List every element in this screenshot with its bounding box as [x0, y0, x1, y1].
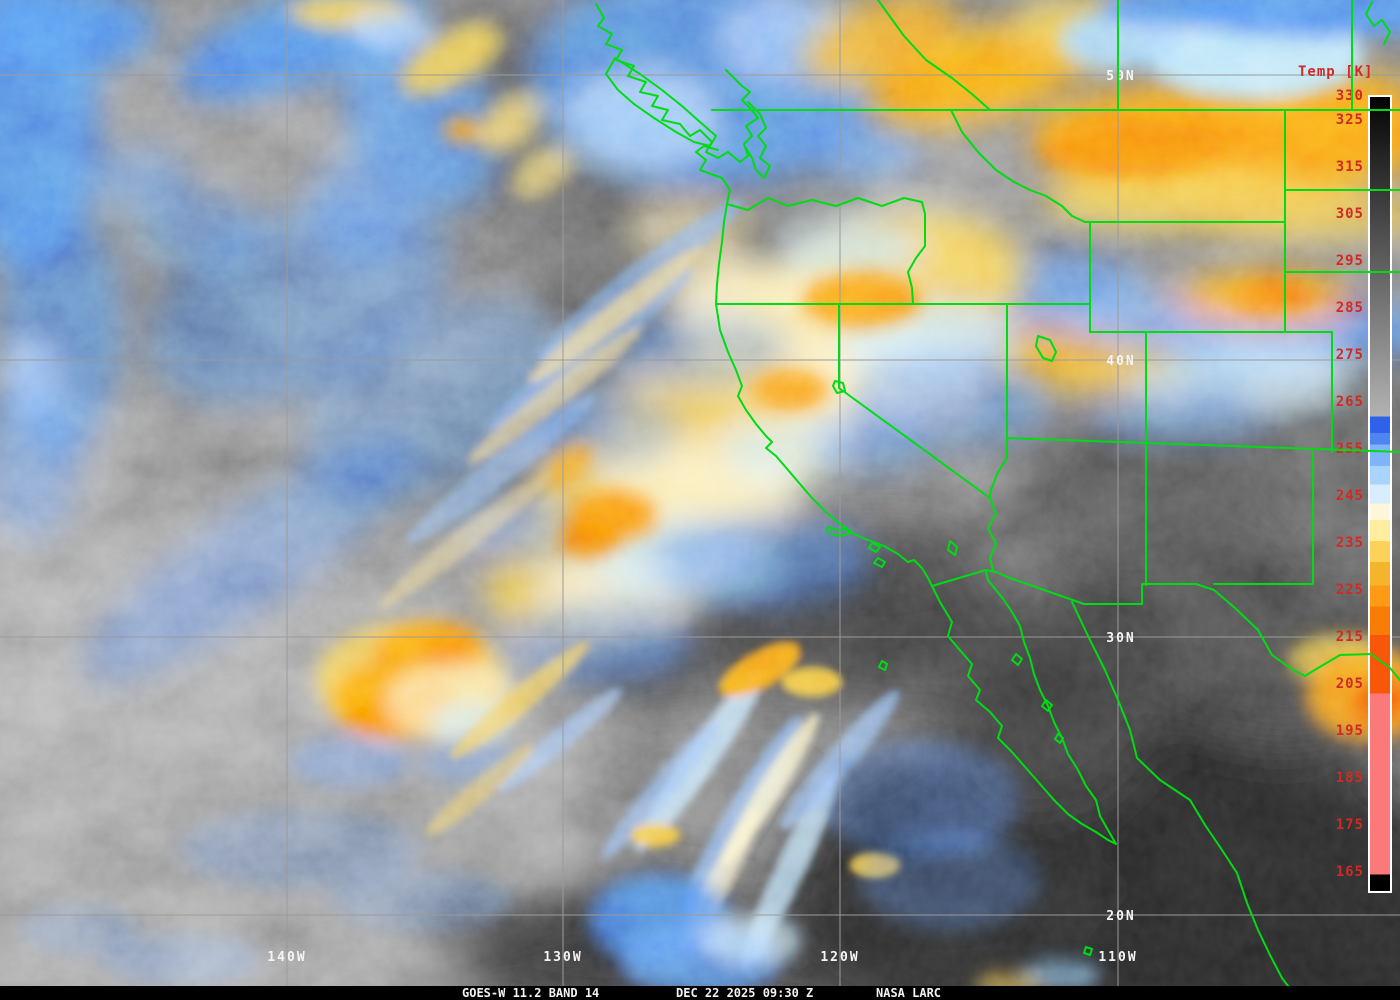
colorbar-tick: 275	[1335, 346, 1364, 363]
colorbar-tick: 285	[1335, 299, 1364, 316]
coastline-british-columbia	[595, 3, 759, 163]
longitude-label-120W: 120W	[820, 950, 859, 965]
border-114w-colorado-river	[987, 303, 1008, 571]
colorbar-tick: 315	[1335, 158, 1364, 175]
border-37n	[1006, 437, 1400, 453]
colorbar-tick: 215	[1335, 628, 1364, 645]
footer-credit: NASA LARC	[876, 986, 942, 1000]
border-saskatchewan-manitoba	[1351, 0, 1391, 111]
colorbar-tick: 245	[1335, 487, 1364, 504]
guadalupe-island	[878, 660, 888, 671]
salton-sea	[947, 540, 958, 556]
lake-tahoe	[832, 380, 846, 394]
longitude-label-130W: 130W	[543, 950, 582, 965]
temperature-colorbar	[1368, 95, 1392, 893]
border-103w-nm-tx	[1213, 451, 1314, 585]
border-us-mexico	[931, 569, 1215, 605]
coastline-mexico-mainland	[1071, 601, 1289, 986]
colorbar-tick: 185	[1335, 769, 1364, 786]
colorbar-tick: 165	[1335, 863, 1364, 880]
gulf-islands	[1011, 653, 1064, 744]
colorbar-tick: 265	[1335, 393, 1364, 410]
colorbar-tick: 195	[1335, 722, 1364, 739]
footer-satellite-band: GOES-W 11.2 BAND 14	[462, 986, 600, 1000]
border-california-nevada	[838, 303, 991, 499]
colorbar-tick: 305	[1335, 205, 1364, 222]
socorro-island	[1083, 946, 1093, 956]
colorbar-tick: 225	[1335, 581, 1364, 598]
colorbar-tick: 255	[1335, 440, 1364, 457]
channel-islands	[825, 526, 886, 568]
colorbar-tick: 325	[1335, 111, 1364, 128]
border-washington-oregon	[726, 197, 926, 305]
coastline-west-coast	[695, 145, 933, 587]
coastline-puget-sound	[745, 101, 771, 179]
footer-datetime: DEC 22 2025 09:30 Z	[676, 986, 814, 1000]
latitude-label-50N: 50N	[1106, 69, 1135, 84]
latitude-label-30N: 30N	[1106, 631, 1135, 646]
colorbar-tick: 175	[1335, 816, 1364, 833]
longitude-label-110W: 110W	[1098, 950, 1137, 965]
coastline-vancouver-island	[605, 57, 717, 147]
border-idaho-montana	[950, 109, 1086, 223]
longitude-label-140W: 140W	[267, 950, 306, 965]
colorbar-gradient	[1370, 97, 1390, 891]
colorbar-tick: 295	[1335, 252, 1364, 269]
colorbar-tick: 235	[1335, 534, 1364, 551]
border-bc-alberta	[877, 0, 991, 111]
colorbar-title: Temp [K]	[1298, 64, 1374, 80]
rio-grande	[1213, 589, 1400, 681]
latitude-label-40N: 40N	[1106, 354, 1135, 369]
great-salt-lake	[1035, 335, 1057, 362]
colorbar-tick: 330	[1335, 88, 1364, 104]
colorbar-tick: 205	[1335, 675, 1364, 692]
status-bar: GOES-W 11.2 BAND 14 DEC 22 2025 09:30 Z …	[0, 986, 1400, 1000]
coastline-baja-california	[931, 571, 1117, 845]
latitude-label-20N: 20N	[1106, 909, 1135, 924]
